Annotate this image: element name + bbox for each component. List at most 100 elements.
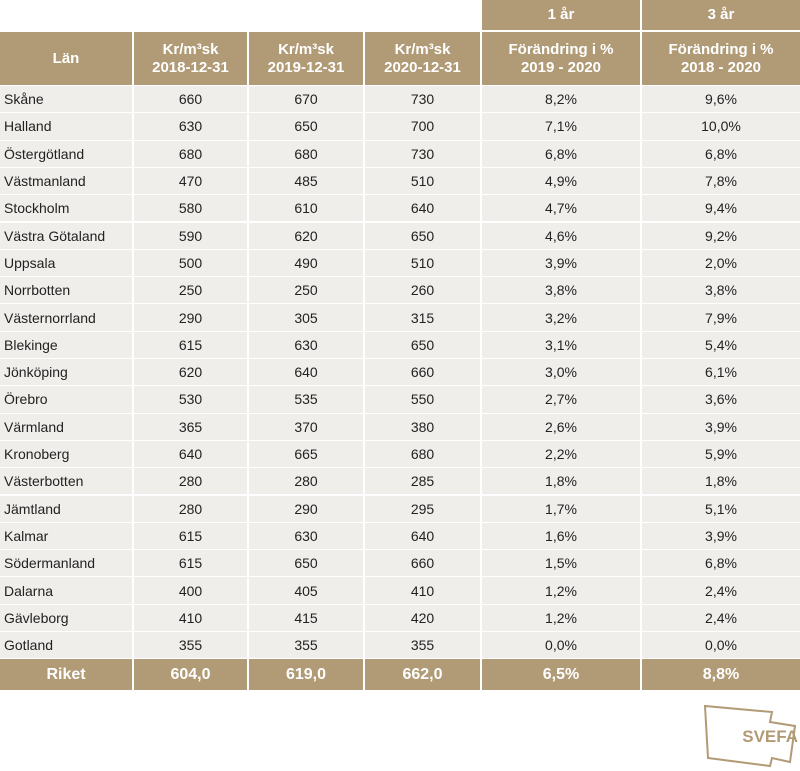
table-cell: 550 [365, 386, 480, 413]
row-label: Jämtland [0, 495, 132, 522]
table-cell: 355 [365, 632, 480, 659]
table-cell: 510 [365, 167, 480, 195]
table-cell: 3,8% [482, 277, 640, 304]
row-label: Västerbotten [0, 468, 132, 495]
header-line: Kr/m³sk [162, 40, 219, 58]
table-cell: 9,6% [642, 86, 800, 113]
table-cell: 530 [134, 386, 247, 413]
total-cell: 604,0 [134, 659, 247, 691]
table-cell: 4,9% [482, 167, 640, 195]
row-label: Södermanland [0, 550, 132, 577]
column-header: Förändring i % 2018 - 2020 [642, 32, 800, 85]
table-cell: 3,8% [642, 277, 800, 304]
table-cell: 1,7% [482, 495, 640, 522]
table-cell: 700 [365, 113, 480, 140]
table-cell: 4,7% [482, 195, 640, 222]
table-cell: 670 [249, 86, 363, 113]
table-cell: 615 [134, 522, 247, 550]
group-header: 3 år [642, 0, 800, 30]
table-cell: 305 [249, 304, 363, 331]
row-label: Norrbotten [0, 277, 132, 304]
column-header: Kr/m³sk 2018-12-31 [134, 32, 247, 85]
table-cell: 3,0% [482, 359, 640, 386]
table-cell: 405 [249, 577, 363, 604]
table-cell: 730 [365, 140, 480, 167]
column-header: Kr/m³sk 2019-12-31 [249, 32, 363, 85]
table-cell: 650 [365, 222, 480, 249]
header-line: 2019 - 2020 [520, 58, 602, 76]
table-cell: 1,2% [482, 604, 640, 631]
header-line: 2018 - 2020 [680, 58, 762, 76]
table-cell: 2,7% [482, 386, 640, 413]
table-cell: 10,0% [642, 113, 800, 140]
table-cell: 2,2% [482, 440, 640, 468]
table-cell: 1,6% [482, 522, 640, 550]
table-cell: 9,4% [642, 195, 800, 222]
table-cell: 3,6% [642, 386, 800, 413]
table-cell: 680 [365, 440, 480, 468]
row-label: Blekinge [0, 331, 132, 358]
table-cell: 290 [134, 304, 247, 331]
table-cell: 610 [249, 195, 363, 222]
table-cell: 630 [249, 331, 363, 358]
header-line: Län [52, 49, 80, 67]
header-line: 2020-12-31 [384, 58, 461, 76]
table-cell: 4,6% [482, 222, 640, 249]
table-cell: 1,8% [642, 468, 800, 495]
table-cell: 3,2% [482, 304, 640, 331]
table-cell: 400 [134, 577, 247, 604]
table-cell: 355 [134, 632, 247, 659]
table-cell: 5,1% [642, 495, 800, 522]
table-cell: 640 [249, 359, 363, 386]
table-cell: 280 [134, 495, 247, 522]
table-cell: 7,9% [642, 304, 800, 331]
row-label: Västernorrland [0, 304, 132, 331]
table-cell: 7,8% [642, 167, 800, 195]
table-cell: 280 [249, 468, 363, 495]
column-header: Län [0, 32, 132, 85]
table-cell: 2,4% [642, 577, 800, 604]
table-cell: 415 [249, 604, 363, 631]
table-cell: 5,9% [642, 440, 800, 468]
table-cell: 410 [365, 577, 480, 604]
row-label: Östergötland [0, 140, 132, 167]
header-line: 2018-12-31 [152, 58, 229, 76]
table-cell: 630 [249, 522, 363, 550]
logo-shape [703, 704, 797, 768]
row-label: Dalarna [0, 577, 132, 604]
table-cell: 615 [134, 331, 247, 358]
table-cell: 490 [249, 249, 363, 277]
total-cell: 619,0 [249, 659, 363, 691]
row-label: Västmanland [0, 167, 132, 195]
total-cell: 8,8% [642, 659, 800, 691]
table-cell: 650 [249, 113, 363, 140]
table-cell: 660 [365, 550, 480, 577]
table-cell: 730 [365, 86, 480, 113]
table-cell: 3,9% [642, 413, 800, 440]
table-cell: 8,2% [482, 86, 640, 113]
header-line: Kr/m³sk [394, 40, 451, 58]
table-cell: 0,0% [642, 632, 800, 659]
table-cell: 665 [249, 440, 363, 468]
row-label: Västra Götaland [0, 222, 132, 249]
row-label: Värmland [0, 413, 132, 440]
row-label: Stockholm [0, 195, 132, 222]
table-cell: 285 [365, 468, 480, 495]
row-label: Örebro [0, 386, 132, 413]
table-cell: 5,4% [642, 331, 800, 358]
table-cell: 250 [249, 277, 363, 304]
table-cell: 3,9% [642, 522, 800, 550]
row-label: Gävleborg [0, 604, 132, 631]
table-cell: 630 [134, 113, 247, 140]
table-cell: 7,1% [482, 113, 640, 140]
group-header: 1 år [482, 0, 640, 30]
table-cell: 355 [249, 632, 363, 659]
table-cell: 650 [365, 331, 480, 358]
table-cell: 535 [249, 386, 363, 413]
total-cell: 662,0 [365, 659, 480, 691]
row-label: Halland [0, 113, 132, 140]
header-line: Kr/m³sk [278, 40, 334, 58]
table-cell: 1,2% [482, 577, 640, 604]
table-cell: 640 [365, 522, 480, 550]
